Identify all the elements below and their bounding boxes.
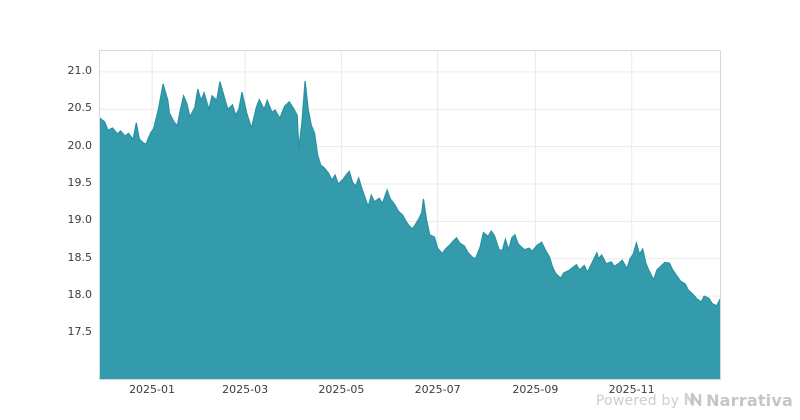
- powered-by-label: Powered by: [595, 392, 680, 409]
- narrativa-logo-icon: [684, 391, 703, 410]
- x-tick-label: 2025-05: [318, 383, 365, 396]
- area-series-fill: [100, 80, 720, 379]
- y-tick-label: 17.5: [67, 325, 93, 339]
- y-tick-label: 21.0: [67, 63, 93, 77]
- area-chart-canvas: [100, 51, 720, 379]
- area-series-line: [100, 80, 720, 307]
- brand-label: Narrativa: [706, 391, 793, 410]
- y-tick-label: 18.0: [67, 288, 93, 302]
- y-tick-label: 19.0: [67, 213, 93, 227]
- x-tick-label: 2025-01: [129, 383, 176, 396]
- plot-area: [99, 50, 721, 380]
- y-tick-label: 18.5: [67, 250, 93, 264]
- x-tick-label: 2025-09: [512, 383, 559, 396]
- x-tick-label: 2025-11: [608, 383, 655, 396]
- y-tick-label: 19.5: [67, 175, 93, 189]
- watermark: Powered by Narrativa: [596, 391, 793, 410]
- x-tick-label: 2025-03: [222, 383, 269, 396]
- x-tick-label: 2025-07: [414, 383, 461, 396]
- y-tick-label: 20.0: [67, 138, 93, 152]
- y-tick-label: 20.5: [67, 101, 93, 115]
